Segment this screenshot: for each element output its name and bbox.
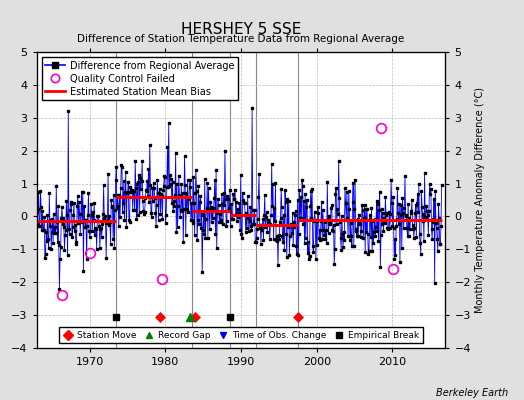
Text: Difference of Station Temperature Data from Regional Average: Difference of Station Temperature Data f… [78, 34, 405, 44]
Y-axis label: Monthly Temperature Anomaly Difference (°C): Monthly Temperature Anomaly Difference (… [475, 87, 485, 313]
Legend: Station Move, Record Gap, Time of Obs. Change, Empirical Break: Station Move, Record Gap, Time of Obs. C… [59, 327, 423, 344]
Text: Berkeley Earth: Berkeley Earth [436, 388, 508, 398]
Text: HERSHEY 5 SSE: HERSHEY 5 SSE [181, 22, 301, 37]
